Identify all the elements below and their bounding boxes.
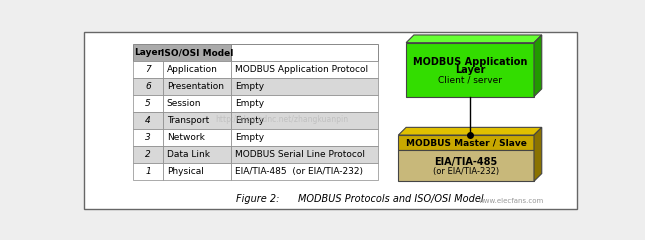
Text: Empty: Empty — [235, 116, 264, 125]
Bar — [231, 112, 378, 129]
Text: MODBUS Application Protocol: MODBUS Application Protocol — [235, 65, 368, 74]
Bar — [134, 78, 163, 95]
Bar — [399, 150, 534, 181]
Bar — [163, 129, 231, 146]
Bar — [163, 163, 231, 180]
Text: Application: Application — [166, 65, 217, 74]
Bar — [231, 95, 378, 112]
Bar — [134, 44, 231, 61]
Bar — [399, 135, 534, 150]
Text: 3: 3 — [145, 133, 151, 142]
Text: MODBUS Protocols and ISO/OSI Model: MODBUS Protocols and ISO/OSI Model — [297, 194, 483, 204]
Text: EIA/TIA-485: EIA/TIA-485 — [435, 157, 498, 167]
Text: Layer: Layer — [134, 48, 162, 57]
Bar — [163, 146, 231, 163]
Text: ISO/OSI Model: ISO/OSI Model — [161, 48, 233, 57]
Bar — [231, 44, 378, 61]
Bar — [134, 163, 163, 180]
Bar — [406, 43, 534, 96]
Polygon shape — [534, 127, 542, 181]
Polygon shape — [399, 127, 542, 135]
Text: 4: 4 — [145, 116, 151, 125]
Text: Empty: Empty — [235, 99, 264, 108]
Text: Figure 2:: Figure 2: — [235, 194, 279, 204]
Bar — [163, 78, 231, 95]
Text: Empty: Empty — [235, 82, 264, 91]
Text: http://blog.ednc.net/zhangkuanpin: http://blog.ednc.net/zhangkuanpin — [215, 115, 349, 124]
Polygon shape — [534, 35, 542, 96]
Text: Network: Network — [166, 133, 204, 142]
Text: Session: Session — [166, 99, 201, 108]
Bar — [134, 95, 163, 112]
Text: MODBUS Application: MODBUS Application — [413, 57, 527, 67]
Bar — [163, 95, 231, 112]
FancyBboxPatch shape — [84, 32, 577, 209]
Text: Physical: Physical — [166, 167, 204, 176]
Text: EIA/TIA-485  (or EIA/TIA-232): EIA/TIA-485 (or EIA/TIA-232) — [235, 167, 363, 176]
Bar — [231, 129, 378, 146]
Text: MODBUS Serial Line Protocol: MODBUS Serial Line Protocol — [235, 150, 365, 159]
Text: MODBUS Master / Slave: MODBUS Master / Slave — [406, 138, 526, 147]
Bar — [231, 163, 378, 180]
Bar — [231, 78, 378, 95]
Text: Transport: Transport — [166, 116, 209, 125]
Text: www.elecfans.com: www.elecfans.com — [479, 198, 544, 204]
Text: Client / server: Client / server — [438, 75, 502, 84]
Text: 1: 1 — [145, 167, 151, 176]
Bar — [134, 146, 163, 163]
Text: Presentation: Presentation — [166, 82, 224, 91]
Text: 2: 2 — [145, 150, 151, 159]
Text: (or EIA/TIA-232): (or EIA/TIA-232) — [433, 167, 499, 176]
Bar — [231, 61, 378, 78]
Bar — [163, 112, 231, 129]
Text: 6: 6 — [145, 82, 151, 91]
Text: 5: 5 — [145, 99, 151, 108]
Bar — [231, 146, 378, 163]
Text: Empty: Empty — [235, 133, 264, 142]
Text: Layer: Layer — [455, 65, 485, 75]
Bar — [134, 112, 163, 129]
Bar — [163, 61, 231, 78]
Text: Data Link: Data Link — [166, 150, 210, 159]
Bar — [134, 61, 163, 78]
Text: 7: 7 — [145, 65, 151, 74]
Bar — [134, 129, 163, 146]
Polygon shape — [406, 35, 542, 43]
